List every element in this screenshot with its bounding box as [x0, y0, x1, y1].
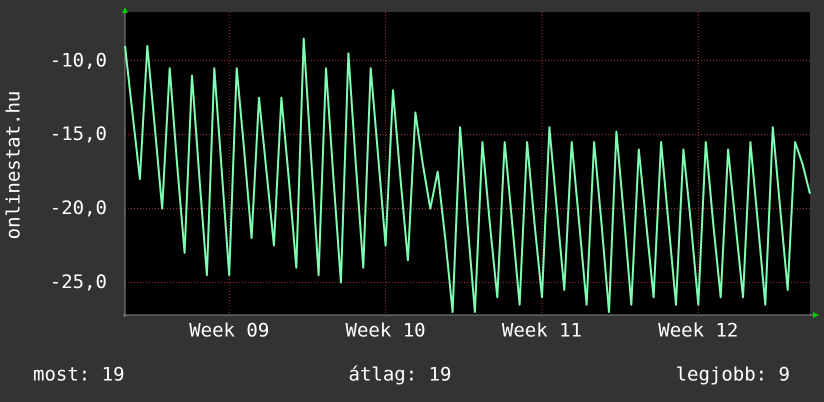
- y-axis-label: onlinestat.hu: [3, 91, 25, 240]
- x-arrow: [813, 312, 819, 318]
- footer-text: átlag: 19: [349, 364, 452, 386]
- y-tick-label: -10,0: [50, 49, 107, 71]
- data-line: [124, 37, 811, 313]
- x-tick-label: Week 09: [189, 320, 269, 342]
- x-tick-label: Week 12: [658, 320, 738, 342]
- y-arrow: [122, 7, 128, 13]
- x-tick-label: Week 11: [502, 320, 582, 342]
- y-tick-label: -15,0: [50, 123, 107, 145]
- footer-text: most: 19: [33, 364, 125, 386]
- y-tick-label: -25,0: [50, 271, 107, 293]
- footer-text: legjobb: 9: [676, 364, 790, 386]
- x-tick-label: Week 10: [346, 320, 426, 342]
- y-tick-label: -20,0: [50, 197, 107, 219]
- plot-area: [125, 12, 810, 315]
